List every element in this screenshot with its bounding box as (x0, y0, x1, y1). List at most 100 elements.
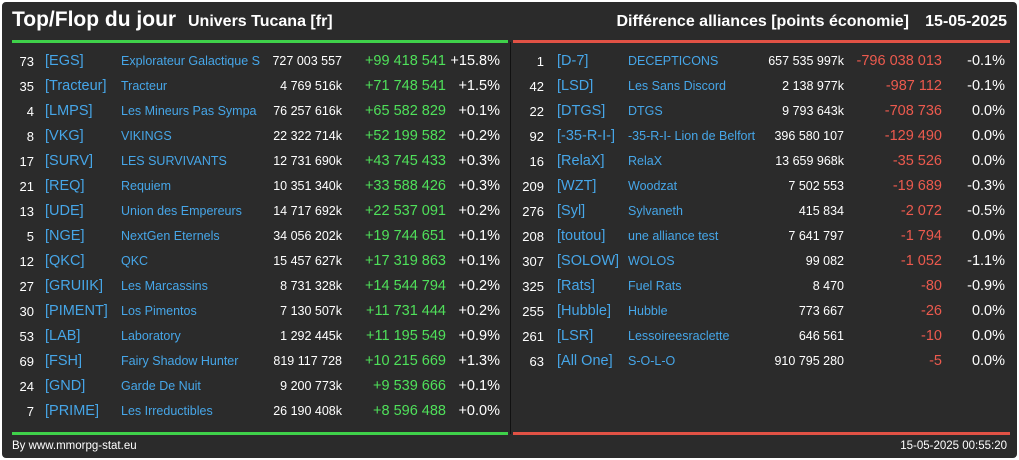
alliance-tag-link[interactable]: [GRUIIK] (45, 278, 104, 294)
difference-cell: +14 544 794 (364, 278, 446, 294)
alliance-tag-link[interactable]: [LMPS] (45, 103, 93, 119)
alliance-name-link[interactable]: VIKINGS (121, 129, 172, 143)
points-cell: 13 659 968k (775, 154, 844, 168)
alliance-tag-link[interactable]: [GND] (45, 378, 86, 394)
percent-cell: +0.0% (458, 403, 500, 419)
points-cell: 10 351 340k (273, 179, 342, 193)
alliance-tag-link[interactable]: [UDE] (45, 203, 84, 219)
bottom-divider-green (12, 432, 508, 435)
alliance-tag-link[interactable]: [D-7] (557, 53, 589, 69)
alliance-tag-link[interactable]: [DTGS] (557, 103, 606, 119)
alliance-tag-link[interactable]: [VKG] (45, 128, 84, 144)
table-row: 22 [DTGS] DTGS 9 793 643k -708 736 0.0% (512, 99, 1017, 124)
alliance-tag-link[interactable]: [PRIME] (45, 403, 99, 419)
percent-cell: 0.0% (971, 128, 1005, 144)
rank-cell: 53 (19, 329, 34, 344)
alliance-tag-link[interactable]: [FSH] (45, 353, 83, 369)
alliance-name-link[interactable]: Garde De Nuit (121, 379, 201, 393)
alliance-name-link[interactable]: DECEPTICONS (628, 54, 719, 68)
alliance-tag-link[interactable]: [PIMENT] (45, 303, 108, 319)
alliance-name-link[interactable]: Union des Empereurs (121, 204, 242, 218)
alliance-tag-link[interactable]: [LSR] (557, 328, 594, 344)
alliance-name-link[interactable]: LES SURVIVANTS (121, 154, 227, 168)
alliance-tag-link[interactable]: [Syl] (557, 203, 586, 219)
points-cell: 7 641 797 (788, 229, 844, 243)
rank-cell: 42 (529, 79, 544, 94)
points-cell: 26 190 408k (273, 404, 342, 418)
alliance-tag-link[interactable]: [NGE] (45, 228, 85, 244)
percent-cell: +0.2% (458, 303, 500, 319)
alliance-tag-link[interactable]: [WZT] (557, 178, 597, 194)
alliance-name-link[interactable]: Les Irreductibles (121, 404, 213, 418)
rank-cell: 255 (522, 304, 544, 319)
table-row: 42 [LSD] Les Sans Discord 2 138 977k -987 11… (512, 74, 1017, 99)
percent-cell: -1.1% (967, 253, 1005, 269)
alliance-tag-link[interactable]: [REQ] (45, 178, 85, 194)
alliance-tag-link[interactable]: [SOLOW] (557, 253, 620, 269)
alliance-tag-link[interactable]: [QKC] (45, 253, 85, 269)
alliance-name-link[interactable]: une alliance test (628, 229, 719, 243)
points-cell: 727 003 557 (272, 54, 342, 68)
rank-cell: 24 (19, 379, 34, 394)
alliance-tag-link[interactable]: [LAB] (45, 328, 81, 344)
alliance-name-link[interactable]: Hubble (628, 304, 668, 318)
percent-cell: +1.5% (458, 78, 500, 94)
alliance-tag-link[interactable]: [Hubble] (557, 303, 612, 319)
percent-cell: 0.0% (971, 353, 1005, 369)
alliance-tag-link[interactable]: [EGS] (45, 53, 84, 69)
alliance-tag-link[interactable]: [Tracteur] (45, 78, 107, 94)
alliance-name-link[interactable]: Les Marcassins (121, 279, 208, 293)
alliance-name-link[interactable]: NextGen Eternels (121, 229, 220, 243)
difference-cell: +11 731 444 (366, 303, 446, 319)
alliance-name-link[interactable]: Les Sans Discord (628, 79, 726, 93)
points-cell: 7 130 507k (280, 304, 342, 318)
rank-cell: 21 (19, 179, 34, 194)
alliance-tag-link[interactable]: [LSD] (557, 78, 594, 94)
alliance-name-link[interactable]: Explorateur Galactique S (121, 54, 260, 68)
alliance-tag-link[interactable]: [All One] (557, 353, 613, 369)
alliance-name-link[interactable]: Laboratory (121, 329, 181, 343)
table-row: 21 [REQ] Requiem 10 351 340k +33 588 426 +0.3… (2, 174, 510, 199)
alliance-tag-link[interactable]: [Rats] (557, 278, 595, 294)
header: Top/Flop du jour Univers Tucana [fr] Dif… (2, 2, 1017, 42)
percent-cell: +0.1% (458, 378, 500, 394)
difference-cell: +99 418 541 (364, 53, 446, 69)
alliance-tag-link[interactable]: [SURV] (45, 153, 94, 169)
percent-cell: +0.2% (458, 278, 500, 294)
alliance-name-link[interactable]: DTGS (628, 104, 663, 118)
alliance-tag-link[interactable]: [toutou] (557, 228, 606, 244)
top-divider-green (12, 40, 508, 43)
alliance-name-link[interactable]: Requiem (121, 179, 172, 193)
table-row: 92 [-35-R-I-] -35-R-I- Lion de Belfort 396 … (512, 124, 1017, 149)
header-date: 15-05-2025 (925, 13, 1007, 30)
alliance-tag-link[interactable]: [-35-R-I-] (557, 128, 615, 144)
alliance-name-link[interactable]: Fairy Shadow Hunter (121, 354, 239, 368)
alliance-tag-link[interactable]: [RelaX] (557, 153, 605, 169)
rank-cell: 209 (522, 179, 544, 194)
table-row: 35 [Tracteur] Tracteur 4 769 516k +71 748 54… (2, 74, 510, 99)
alliance-name-link[interactable]: Tracteur (121, 79, 168, 93)
alliance-name-link[interactable]: S-O-L-O (628, 354, 676, 368)
footer-credit[interactable]: By www.mmorpg-stat.eu (12, 440, 137, 452)
alliance-name-link[interactable]: -35-R-I- Lion de Belfort (628, 129, 756, 143)
alliance-name-link[interactable]: RelaX (628, 154, 663, 168)
alliance-name-link[interactable]: Les Mineurs Pas Sympa (121, 104, 257, 118)
alliance-name-link[interactable]: Fuel Rats (628, 279, 682, 293)
alliance-name-link[interactable]: Los Pimentos (121, 304, 197, 318)
alliance-name-link[interactable]: Lessoireesraclette (628, 329, 730, 343)
rank-cell: 30 (19, 304, 34, 319)
table-row: 1 [D-7] DECEPTICONS 657 535 997k -796 038 01… (512, 49, 1017, 74)
subtitle: Différence alliances [points économie] (616, 13, 909, 30)
alliance-name-link[interactable]: WOLOS (628, 254, 675, 268)
rank-cell: 208 (522, 229, 544, 244)
alliance-name-link[interactable]: Sylvaneth (628, 204, 683, 218)
percent-cell: -0.9% (967, 278, 1005, 294)
percent-cell: 0.0% (971, 328, 1005, 344)
alliance-name-link[interactable]: Woodzat (628, 179, 678, 193)
alliance-name-link[interactable]: QKC (121, 254, 149, 268)
rank-cell: 5 (26, 229, 34, 244)
table-row: 69 [FSH] Fairy Shadow Hunter 819 117 728 +10… (2, 349, 510, 374)
difference-cell: -80 (921, 278, 942, 294)
table-row: 17 [SURV] LES SURVIVANTS 12 731 690k +43 745… (2, 149, 510, 174)
table-row: 63 [All One] S-O-L-O 910 795 280 -5 0.0% (512, 349, 1017, 374)
